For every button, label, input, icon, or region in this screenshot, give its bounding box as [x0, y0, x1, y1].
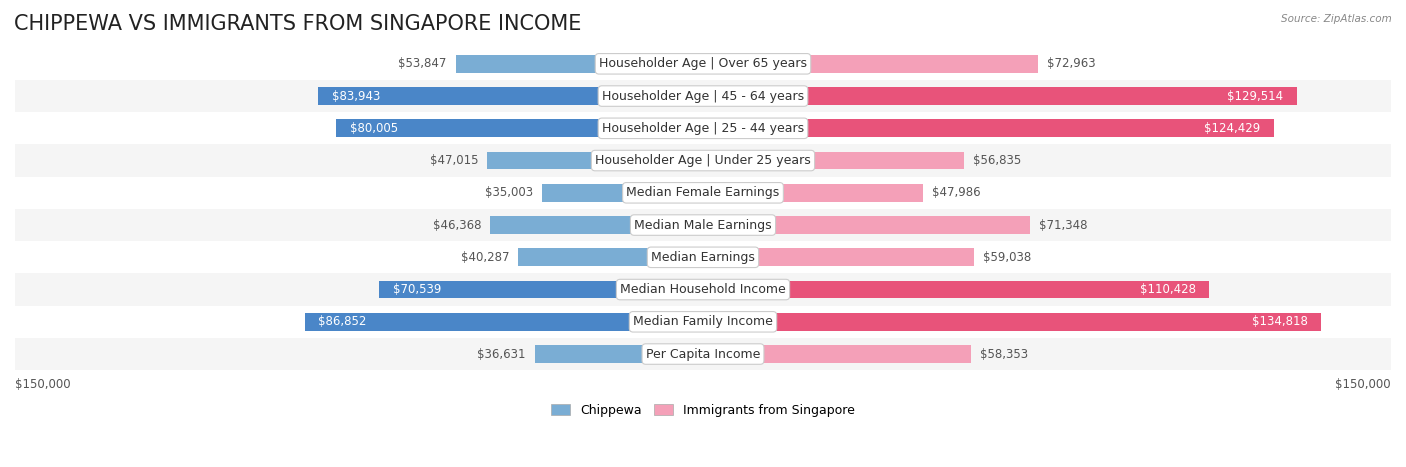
- Bar: [703, 216, 1031, 234]
- Text: $46,368: $46,368: [433, 219, 481, 232]
- Text: Householder Age | Over 65 years: Householder Age | Over 65 years: [599, 57, 807, 71]
- Text: Median Family Income: Median Family Income: [633, 315, 773, 328]
- Text: $47,015: $47,015: [430, 154, 478, 167]
- Text: $47,986: $47,986: [932, 186, 981, 199]
- Bar: [703, 87, 1298, 105]
- Text: $58,353: $58,353: [980, 347, 1028, 361]
- Text: $70,539: $70,539: [394, 283, 441, 296]
- Text: Median Male Earnings: Median Male Earnings: [634, 219, 772, 232]
- Text: $110,428: $110,428: [1140, 283, 1195, 296]
- Bar: [703, 55, 1038, 73]
- Bar: [488, 152, 703, 170]
- Bar: [336, 120, 703, 137]
- Bar: [15, 306, 1391, 338]
- Bar: [703, 120, 1274, 137]
- Text: $72,963: $72,963: [1047, 57, 1095, 71]
- Bar: [15, 112, 1391, 144]
- Bar: [703, 313, 1322, 331]
- Text: $80,005: $80,005: [350, 122, 398, 135]
- Bar: [15, 177, 1391, 209]
- Bar: [703, 152, 963, 170]
- Text: $71,348: $71,348: [1039, 219, 1088, 232]
- Bar: [380, 281, 703, 298]
- Text: $56,835: $56,835: [973, 154, 1021, 167]
- Text: Median Earnings: Median Earnings: [651, 251, 755, 264]
- Bar: [15, 274, 1391, 306]
- Bar: [318, 87, 703, 105]
- Text: $35,003: $35,003: [485, 186, 533, 199]
- Text: $124,429: $124,429: [1204, 122, 1260, 135]
- Text: $150,000: $150,000: [1336, 378, 1391, 391]
- Bar: [456, 55, 703, 73]
- Bar: [305, 313, 703, 331]
- Text: Householder Age | Under 25 years: Householder Age | Under 25 years: [595, 154, 811, 167]
- Bar: [15, 338, 1391, 370]
- Text: Householder Age | 45 - 64 years: Householder Age | 45 - 64 years: [602, 90, 804, 103]
- Bar: [703, 248, 974, 266]
- Text: $129,514: $129,514: [1227, 90, 1284, 103]
- Legend: Chippewa, Immigrants from Singapore: Chippewa, Immigrants from Singapore: [547, 399, 859, 422]
- Bar: [703, 281, 1209, 298]
- Text: $40,287: $40,287: [461, 251, 509, 264]
- Text: Householder Age | 25 - 44 years: Householder Age | 25 - 44 years: [602, 122, 804, 135]
- Text: $150,000: $150,000: [15, 378, 70, 391]
- Bar: [491, 216, 703, 234]
- Bar: [15, 144, 1391, 177]
- Bar: [536, 345, 703, 363]
- Text: $134,818: $134,818: [1251, 315, 1308, 328]
- Text: CHIPPEWA VS IMMIGRANTS FROM SINGAPORE INCOME: CHIPPEWA VS IMMIGRANTS FROM SINGAPORE IN…: [14, 14, 582, 34]
- Text: $83,943: $83,943: [332, 90, 380, 103]
- Bar: [15, 209, 1391, 241]
- Text: $36,631: $36,631: [477, 347, 526, 361]
- Bar: [15, 48, 1391, 80]
- Text: $59,038: $59,038: [983, 251, 1031, 264]
- Text: Median Female Earnings: Median Female Earnings: [627, 186, 779, 199]
- Text: $53,847: $53,847: [398, 57, 447, 71]
- Bar: [519, 248, 703, 266]
- Text: Median Household Income: Median Household Income: [620, 283, 786, 296]
- Text: Per Capita Income: Per Capita Income: [645, 347, 761, 361]
- Text: $86,852: $86,852: [318, 315, 367, 328]
- Text: Source: ZipAtlas.com: Source: ZipAtlas.com: [1281, 14, 1392, 24]
- Bar: [15, 80, 1391, 112]
- Bar: [703, 345, 970, 363]
- Bar: [15, 241, 1391, 274]
- Bar: [703, 184, 924, 202]
- Bar: [543, 184, 703, 202]
